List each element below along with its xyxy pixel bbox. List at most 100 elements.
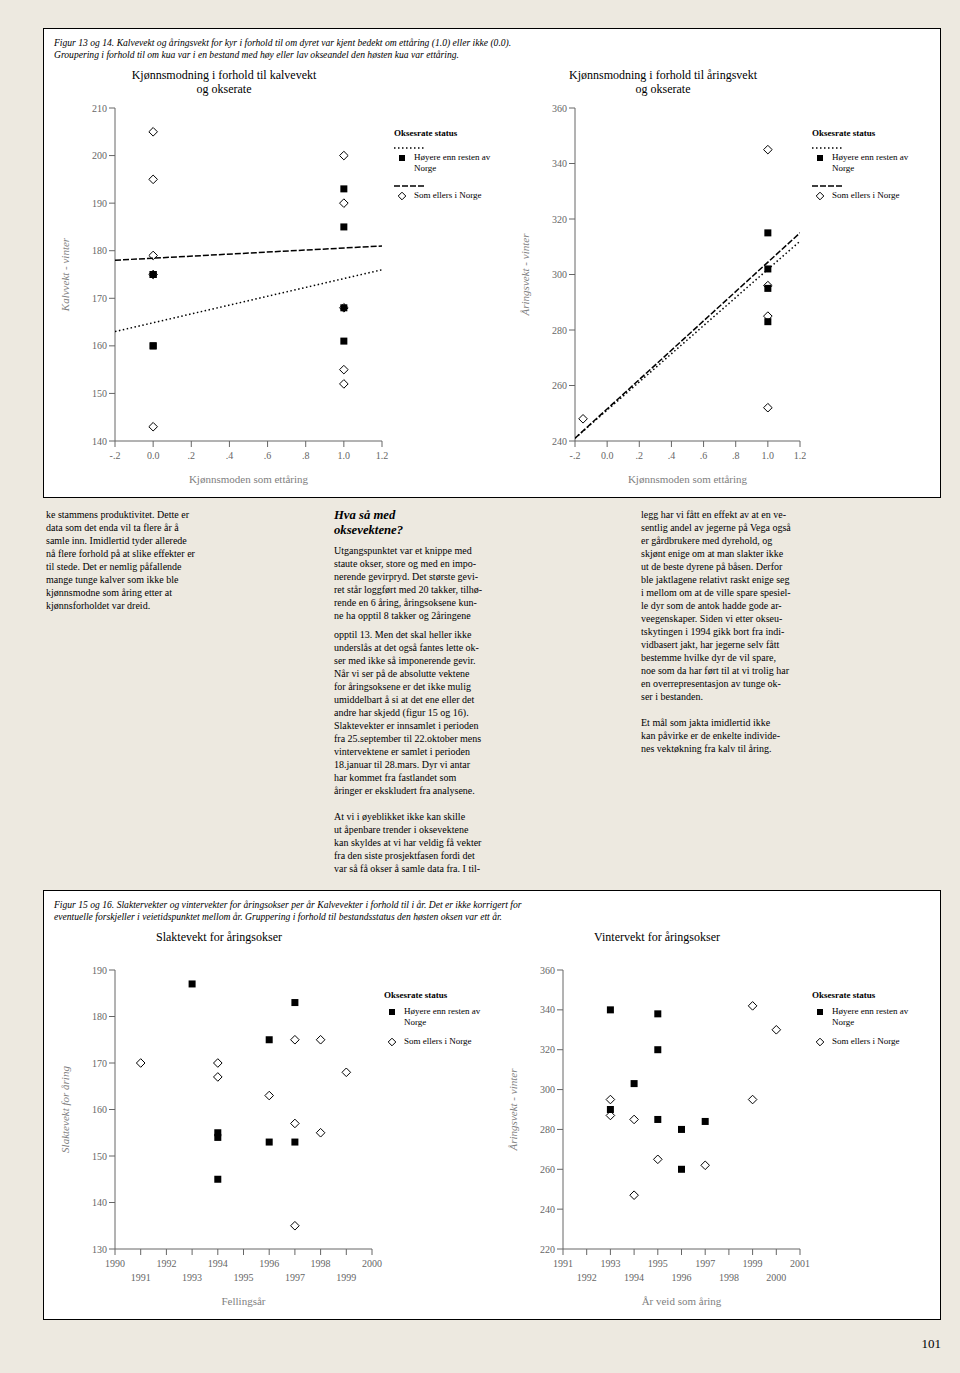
html-text:og okserate: og okserate (196, 82, 252, 97)
html-text:Som ellers i Norge: Som ellers i Norge (414, 189, 482, 200)
svg-text:-.2: -.2 (570, 450, 581, 461)
svg-text:300: 300 (552, 269, 567, 280)
html-text:Vintervekt for åringsokser: Vintervekt for åringsokser (594, 929, 720, 944)
svg-text:190: 190 (92, 964, 107, 975)
svg-text:1993: 1993 (182, 1272, 202, 1283)
html-text:Høyere enn resten av: Høyere enn resten av (832, 151, 909, 162)
html-text:Kjønnsmodning i forhold til ka: Kjønnsmodning i forhold til kalvevekt (131, 67, 317, 82)
html-text:Høyere enn resten av: Høyere enn resten av (414, 151, 491, 162)
svg-text:1999: 1999 (336, 1272, 356, 1283)
svg-text:180: 180 (92, 245, 107, 256)
svg-text:.8: .8 (732, 450, 740, 461)
svg-text:2000: 2000 (766, 1272, 786, 1283)
svg-text:.2: .2 (636, 450, 644, 461)
svg-text:300: 300 (540, 1084, 555, 1095)
svg-text:160: 160 (92, 1104, 107, 1115)
svg-text:1991: 1991 (131, 1272, 151, 1283)
svg-text:År veid som åring: År veid som åring (642, 1295, 722, 1307)
html-text:Norge: Norge (414, 162, 437, 173)
svg-text:Fellingsår: Fellingsår (222, 1295, 266, 1307)
svg-text:140: 140 (92, 1197, 107, 1208)
svg-text:320: 320 (540, 1044, 555, 1055)
svg-text:170: 170 (92, 293, 107, 304)
svg-text:-.2: -.2 (110, 450, 121, 461)
svg-text:170: 170 (92, 1057, 107, 1068)
svg-text:1998: 1998 (311, 1258, 331, 1269)
svg-text:1997: 1997 (285, 1272, 305, 1283)
svg-text:160: 160 (92, 340, 107, 351)
svg-text:260: 260 (552, 380, 567, 391)
svg-text:240: 240 (540, 1204, 555, 1215)
svg-text:0.0: 0.0 (601, 450, 614, 461)
html-text:opptil 13. Men det skal heller: opptil 13. Men det skal heller ikke unde… (334, 629, 482, 875)
html-text:Som ellers i Norge: Som ellers i Norge (832, 189, 900, 200)
svg-text:2001: 2001 (790, 1258, 810, 1269)
svg-text:1996: 1996 (259, 1258, 279, 1269)
svg-text:280: 280 (552, 324, 567, 335)
html-text:Norge: Norge (832, 162, 855, 173)
svg-text:1998: 1998 (719, 1272, 739, 1283)
svg-text:.6: .6 (700, 450, 708, 461)
html-text:Høyere enn resten av: Høyere enn resten av (404, 1005, 481, 1016)
svg-text:1994: 1994 (208, 1258, 228, 1269)
svg-text:1.2: 1.2 (376, 450, 389, 461)
svg-text:360: 360 (552, 102, 567, 113)
svg-text:1995: 1995 (648, 1258, 668, 1269)
svg-text:1992: 1992 (577, 1272, 597, 1283)
svg-text:1.0: 1.0 (762, 450, 775, 461)
html-text:og okserate: og okserate (635, 82, 691, 97)
svg-text:1.2: 1.2 (794, 450, 807, 461)
svg-text:320: 320 (552, 213, 567, 224)
svg-text:2000: 2000 (362, 1258, 382, 1269)
svg-text:220: 220 (540, 1243, 555, 1254)
svg-text:Slaktevekt for åring: Slaktevekt for åring (59, 1066, 71, 1153)
svg-text:130: 130 (92, 1243, 107, 1254)
html-text:Kjønnsmodning i forhold til år: Kjønnsmodning i forhold til åringsvekt (569, 67, 757, 82)
svg-text:1990: 1990 (105, 1258, 125, 1269)
svg-text:190: 190 (92, 198, 107, 209)
svg-text:280: 280 (540, 1124, 555, 1135)
svg-text:360: 360 (540, 964, 555, 975)
svg-text:240: 240 (552, 435, 567, 446)
svg-text:Kjønnsmoden som ettåring: Kjønnsmoden som ettåring (189, 473, 309, 485)
html-text:Figur 13 og 14. Kalvevekt og å: Figur 13 og 14. Kalvevekt og åringsvekt … (54, 37, 512, 61)
html-text:Utgangspunktet var et knippe m: Utgangspunktet var et knippe med staute … (334, 545, 483, 622)
html-text:101: 101 (921, 1336, 941, 1351)
svg-text:140: 140 (92, 435, 107, 446)
svg-text:180: 180 (92, 1011, 107, 1022)
svg-text:1995: 1995 (234, 1272, 254, 1283)
svg-text:1994: 1994 (624, 1272, 644, 1283)
svg-text:Kjønnsmoden som ettåring: Kjønnsmoden som ettåring (628, 473, 748, 485)
svg-text:0.0: 0.0 (147, 450, 160, 461)
svg-text:Åringsvekt - vinter: Åringsvekt - vinter (519, 233, 531, 317)
svg-text:200: 200 (92, 150, 107, 161)
svg-text:150: 150 (92, 1150, 107, 1161)
svg-text:1993: 1993 (600, 1258, 620, 1269)
html-text:Oksesrate status: Oksesrate status (394, 127, 458, 138)
svg-text:.6: .6 (264, 450, 272, 461)
svg-text:Åringsvekt - vinter: Åringsvekt - vinter (507, 1068, 519, 1152)
svg-text:340: 340 (552, 158, 567, 169)
svg-text:.4: .4 (668, 450, 676, 461)
svg-text:.4: .4 (226, 450, 234, 461)
html-text:legg har vi fått en effekt av: legg har vi fått en effekt av at en ve- … (641, 509, 791, 754)
html-text:Slaktevekt for åringsokser: Slaktevekt for åringsokser (156, 929, 282, 944)
svg-text:210: 210 (92, 102, 107, 113)
svg-text:1999: 1999 (743, 1258, 763, 1269)
html-text:ke stammens produktivitet. Det: ke stammens produktivitet. Dette er data… (46, 509, 195, 611)
svg-text:.2: .2 (188, 450, 196, 461)
svg-text:Kalvvekt - vinter: Kalvvekt - vinter (59, 237, 71, 312)
svg-text:150: 150 (92, 388, 107, 399)
svg-text:340: 340 (540, 1004, 555, 1015)
svg-text:1992: 1992 (156, 1258, 176, 1269)
svg-text:1996: 1996 (672, 1272, 692, 1283)
svg-text:1.0: 1.0 (338, 450, 351, 461)
svg-text:1991: 1991 (553, 1258, 573, 1269)
html-text:Oksesrate status: Oksesrate status (812, 127, 876, 138)
html-text:Hva så med oksevektene?: Hva så med oksevektene? (334, 508, 404, 538)
svg-text:260: 260 (540, 1164, 555, 1175)
svg-text:1997: 1997 (695, 1258, 715, 1269)
html-text:Oksesrate status: Oksesrate status (384, 989, 448, 1000)
svg-text:.8: .8 (302, 450, 310, 461)
html-text:Figur 15 og 16. Slaktervekter: Figur 15 og 16. Slaktervekter og vinterv… (54, 899, 522, 923)
